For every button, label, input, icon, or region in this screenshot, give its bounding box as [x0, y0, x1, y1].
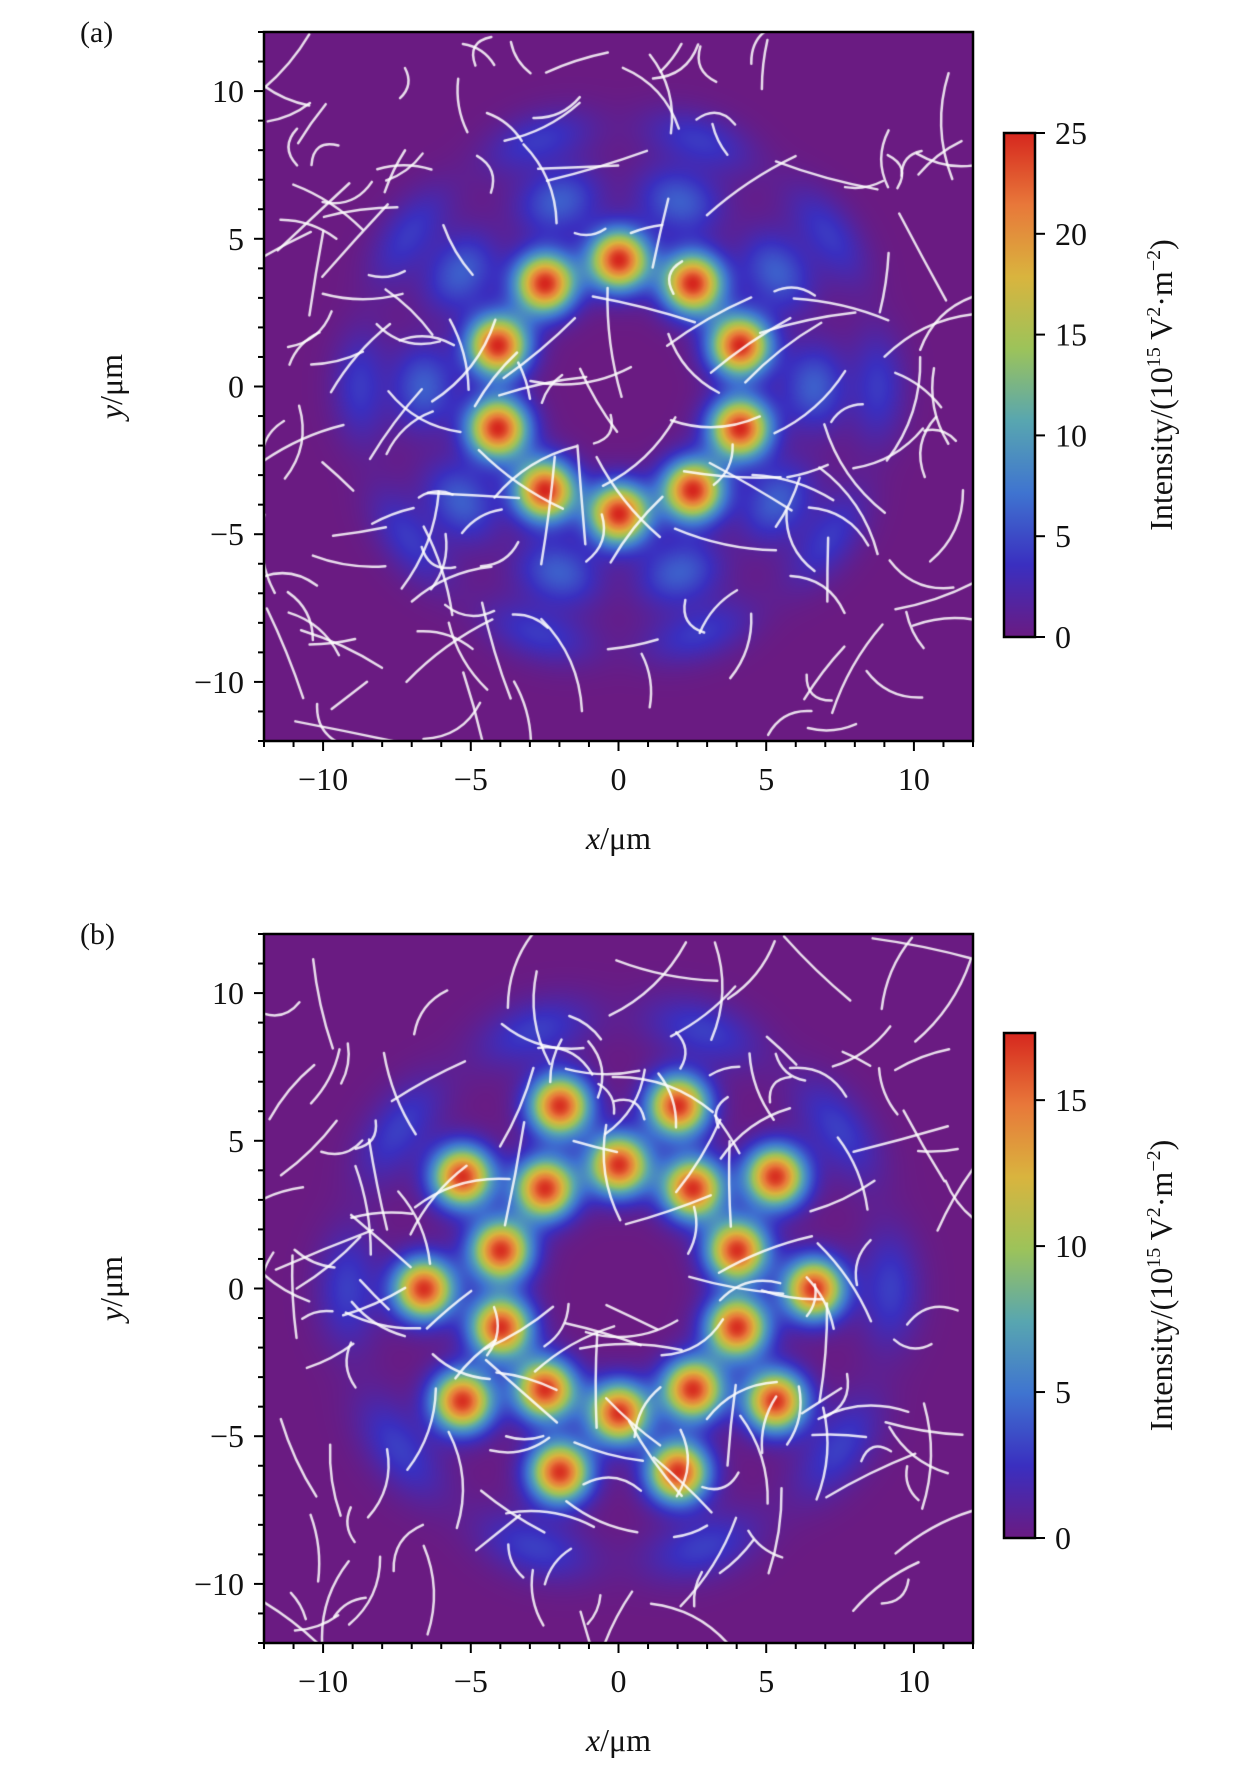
x-tick-label: 10 — [898, 1663, 930, 1699]
colorbar-tick-label: 0 — [1055, 619, 1071, 655]
colorbar-label: Intensity/(1015 V2·m−2) — [1143, 239, 1179, 531]
y-axis-var: y — [93, 404, 129, 422]
x-tick-label: −5 — [454, 1663, 488, 1699]
x-axis-label: x/μm — [585, 1722, 651, 1758]
panel-label: (a) — [80, 16, 113, 49]
x-axis-unit: /μm — [600, 1722, 651, 1758]
x-tick-label: −5 — [454, 761, 488, 797]
cbar-label-m: ·m — [1143, 271, 1179, 307]
panel-b: (b) −10 −5 0 5 10 −10 −5 0 5 10 x/μm y/μm 0 5 10 15 Inten… — [0, 902, 1260, 1788]
intensity-heatmap — [264, 934, 973, 1643]
y-tick-label: −10 — [194, 1566, 244, 1602]
x-tick-label: 10 — [898, 761, 930, 797]
y-axis-unit: /μm — [93, 1256, 129, 1307]
cbar-label-exp: 15 — [1143, 347, 1165, 367]
y-tick-label: 5 — [228, 1123, 244, 1159]
y-tick-label: 0 — [228, 369, 244, 405]
y-axis-label: y/μm — [93, 1256, 129, 1324]
x-axis-var: x — [585, 820, 600, 856]
colorbar-tick-label: 15 — [1055, 1082, 1087, 1118]
axes-svg: (b)−10 −5 0 5 10−10−50510x/μmy/μm051015Inten… — [80, 918, 1179, 1758]
cbar-label-neg: −2 — [1143, 250, 1165, 271]
x-axis-var: x — [585, 1722, 600, 1758]
y-tick-label: 10 — [212, 73, 244, 109]
x-tick-label: −10 — [298, 761, 348, 797]
panel-label: (b) — [80, 918, 115, 951]
cbar-label-m: ·m — [1143, 1172, 1179, 1208]
y-tick-label: −5 — [210, 516, 244, 552]
colorbar-tick-label: 5 — [1055, 1374, 1071, 1410]
cbar-label-neg: −2 — [1143, 1150, 1165, 1171]
x-tick-label: −10 — [298, 1663, 348, 1699]
colorbar — [1002, 1031, 1037, 1540]
colorbar — [1002, 131, 1037, 639]
plot-frame — [262, 30, 975, 743]
colorbar-tick-label: 0 — [1055, 1520, 1071, 1556]
cbar-label-sq: 2 — [1143, 1207, 1165, 1217]
y-axis-label: y/μm — [93, 354, 129, 422]
y-tick-label: 5 — [228, 221, 244, 257]
axes-svg: (a)−10 −5 0 5 10−10−50510x/μmy/μm0510152025I… — [80, 16, 1179, 856]
plot-frame — [262, 932, 975, 1645]
y-tick-label: −10 — [194, 664, 244, 700]
colorbar-label: Intensity/(1015 V2·m−2) — [1143, 1140, 1179, 1432]
colorbar-tick-label: 15 — [1055, 317, 1087, 353]
colorbar-tick-label: 5 — [1055, 518, 1071, 554]
cbar-label-end: ) — [1143, 1140, 1179, 1151]
x-axis-label: x/μm — [585, 820, 651, 856]
y-axis-unit: /μm — [93, 354, 129, 405]
x-axis-unit: /μm — [600, 820, 651, 856]
y-tick-label: −5 — [210, 1418, 244, 1454]
cbar-label-sq: 2 — [1143, 307, 1165, 317]
colorbar-tick-label: 25 — [1055, 115, 1087, 151]
cbar-label-main: Intensity/(10 — [1143, 1268, 1179, 1432]
y-tick-label: 0 — [228, 1271, 244, 1307]
x-tick-label: 0 — [611, 761, 627, 797]
intensity-heatmap — [264, 32, 973, 741]
colorbar-tick-label: 10 — [1055, 1228, 1087, 1264]
y-axis-var: y — [93, 1306, 129, 1324]
x-tick-label: 5 — [758, 761, 774, 797]
cbar-label-end: ) — [1143, 239, 1179, 250]
x-tick-label: 5 — [758, 1663, 774, 1699]
cbar-label-main: Intensity/(10 — [1143, 367, 1179, 531]
panel-a: (a) −10 −5 0 5 10 −10 −5 0 5 10 x/μm y/μm 0 5 10 15 20 25 I… — [0, 0, 1260, 886]
colorbar-tick-label: 10 — [1055, 417, 1087, 453]
colorbar-tick-label: 20 — [1055, 216, 1087, 252]
cbar-label-unit: V — [1143, 317, 1179, 348]
cbar-label-unit: V — [1143, 1217, 1179, 1248]
x-tick-label: 0 — [611, 1663, 627, 1699]
cbar-label-exp: 15 — [1143, 1248, 1165, 1268]
y-tick-label: 10 — [212, 975, 244, 1011]
